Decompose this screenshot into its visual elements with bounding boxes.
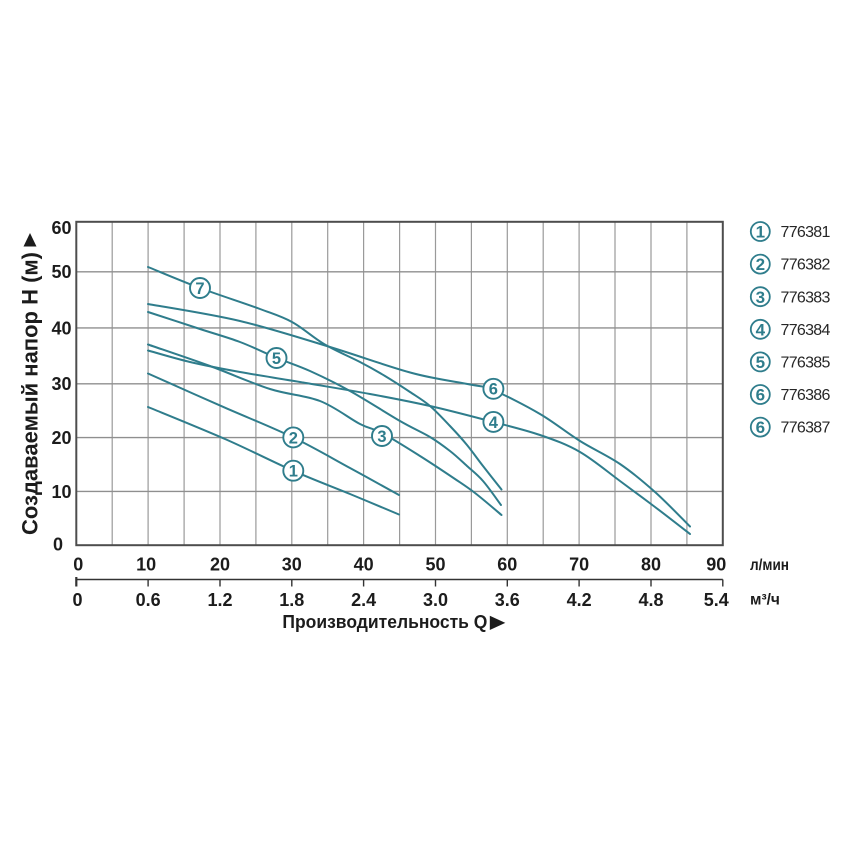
- svg-text:776382: 776382: [781, 257, 831, 274]
- svg-text:5.4: 5.4: [704, 590, 729, 610]
- svg-text:20: 20: [210, 554, 230, 574]
- svg-text:10: 10: [51, 482, 71, 502]
- svg-text:80: 80: [641, 554, 661, 574]
- svg-text:3.0: 3.0: [423, 590, 448, 610]
- svg-text:3: 3: [377, 428, 386, 446]
- svg-text:70: 70: [569, 554, 589, 574]
- svg-text:6: 6: [756, 386, 765, 405]
- svg-text:60: 60: [497, 554, 517, 574]
- svg-text:Создаваемый напор H (м): Создаваемый напор H (м): [18, 252, 43, 535]
- svg-text:4: 4: [489, 414, 499, 432]
- svg-text:4.2: 4.2: [567, 590, 592, 610]
- svg-text:776385: 776385: [781, 355, 831, 372]
- svg-text:4: 4: [756, 320, 766, 339]
- svg-text:0: 0: [53, 535, 63, 555]
- svg-text:7: 7: [195, 280, 204, 298]
- svg-text:90: 90: [706, 554, 726, 574]
- svg-text:60: 60: [51, 218, 71, 238]
- svg-text:40: 40: [51, 318, 71, 338]
- svg-text:1: 1: [289, 463, 298, 481]
- svg-text:м³/ч: м³/ч: [750, 592, 780, 609]
- svg-text:50: 50: [425, 554, 445, 574]
- svg-text:0.6: 0.6: [136, 590, 161, 610]
- svg-text:л/мин: л/мин: [750, 557, 789, 574]
- svg-text:1.8: 1.8: [279, 590, 304, 610]
- svg-text:4.8: 4.8: [638, 590, 663, 610]
- svg-text:10: 10: [136, 554, 156, 574]
- svg-text:776387: 776387: [781, 420, 831, 437]
- svg-text:2.4: 2.4: [351, 590, 376, 610]
- svg-text:776381: 776381: [781, 224, 831, 241]
- svg-text:5: 5: [272, 350, 281, 368]
- svg-text:1.2: 1.2: [207, 590, 232, 610]
- svg-text:40: 40: [354, 554, 374, 574]
- svg-text:3: 3: [756, 288, 765, 307]
- svg-text:776384: 776384: [781, 322, 831, 339]
- svg-text:50: 50: [51, 262, 71, 282]
- svg-text:5: 5: [756, 353, 765, 372]
- svg-text:30: 30: [51, 374, 71, 394]
- svg-text:0: 0: [72, 590, 82, 610]
- svg-text:0: 0: [73, 554, 83, 574]
- svg-text:776383: 776383: [781, 289, 831, 306]
- svg-text:30: 30: [282, 554, 302, 574]
- svg-text:Производительность Q: Производительность Q: [282, 611, 487, 632]
- svg-text:20: 20: [51, 428, 71, 448]
- svg-text:2: 2: [289, 429, 298, 447]
- svg-text:3.6: 3.6: [495, 590, 520, 610]
- svg-text:2: 2: [756, 255, 765, 274]
- svg-text:6: 6: [489, 381, 498, 399]
- svg-text:1: 1: [756, 223, 765, 242]
- svg-text:776386: 776386: [781, 387, 831, 404]
- svg-text:6: 6: [756, 418, 765, 437]
